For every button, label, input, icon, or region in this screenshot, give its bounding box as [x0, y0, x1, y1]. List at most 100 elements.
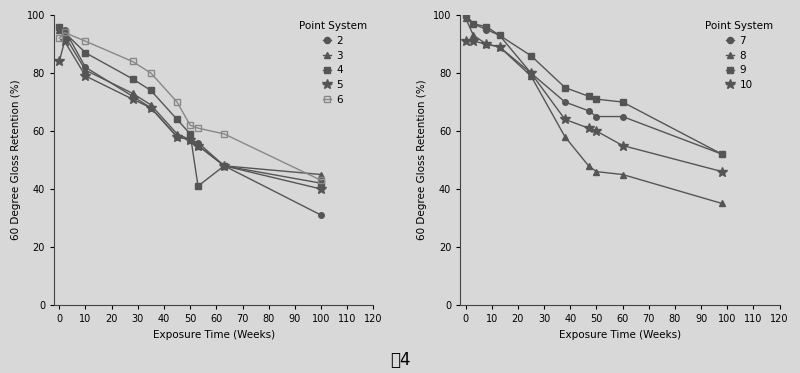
7 — [461, 13, 470, 18]
2 — [194, 140, 203, 145]
3 — [60, 33, 70, 38]
5 — [194, 143, 203, 148]
4 — [54, 25, 64, 29]
Y-axis label: 60 Degree Gloss Retention (%): 60 Degree Gloss Retention (%) — [11, 80, 21, 240]
4 — [81, 51, 90, 55]
Line: 6: 6 — [57, 30, 324, 183]
6 — [219, 132, 229, 136]
5 — [81, 74, 90, 78]
5 — [172, 135, 182, 139]
5 — [60, 39, 70, 43]
4 — [128, 76, 138, 81]
2 — [219, 164, 229, 168]
7 — [526, 71, 536, 75]
Line: 10: 10 — [461, 36, 727, 176]
3 — [194, 143, 203, 148]
6 — [186, 123, 195, 128]
8 — [526, 74, 536, 78]
8 — [469, 33, 478, 38]
Line: 4: 4 — [57, 24, 324, 189]
6 — [128, 59, 138, 64]
3 — [316, 172, 326, 177]
Line: 7: 7 — [462, 12, 725, 157]
10 — [718, 169, 727, 174]
9 — [494, 33, 504, 38]
3 — [219, 164, 229, 168]
3 — [54, 27, 64, 32]
8 — [584, 164, 594, 168]
2 — [316, 213, 326, 217]
4 — [219, 164, 229, 168]
7 — [618, 114, 627, 119]
8 — [618, 172, 627, 177]
6 — [54, 36, 64, 41]
5 — [219, 164, 229, 168]
9 — [618, 100, 627, 104]
X-axis label: Exposure Time (Weeks): Exposure Time (Weeks) — [153, 329, 274, 339]
5 — [128, 97, 138, 101]
4 — [194, 184, 203, 188]
10 — [592, 129, 602, 133]
9 — [592, 97, 602, 101]
5 — [54, 59, 64, 64]
10 — [461, 39, 470, 43]
10 — [526, 71, 536, 75]
7 — [482, 27, 491, 32]
2 — [81, 65, 90, 69]
10 — [494, 45, 504, 49]
7 — [494, 33, 504, 38]
9 — [469, 22, 478, 26]
Text: 图4: 图4 — [390, 351, 410, 369]
9 — [584, 94, 594, 98]
6 — [194, 126, 203, 131]
2 — [172, 135, 182, 139]
4 — [60, 30, 70, 35]
3 — [172, 132, 182, 136]
Line: 9: 9 — [462, 12, 725, 157]
2 — [186, 138, 195, 142]
4 — [186, 132, 195, 136]
7 — [469, 22, 478, 26]
10 — [584, 126, 594, 131]
9 — [526, 53, 536, 58]
3 — [186, 138, 195, 142]
3 — [128, 91, 138, 95]
Legend: 7, 8, 9, 10: 7, 8, 9, 10 — [701, 17, 778, 94]
10 — [618, 143, 627, 148]
6 — [316, 178, 326, 182]
9 — [482, 25, 491, 29]
10 — [469, 39, 478, 43]
6 — [172, 100, 182, 104]
6 — [146, 71, 156, 75]
2 — [54, 25, 64, 29]
10 — [560, 117, 570, 122]
8 — [494, 45, 504, 49]
4 — [146, 88, 156, 93]
10 — [482, 42, 491, 46]
7 — [560, 100, 570, 104]
5 — [146, 106, 156, 110]
8 — [718, 201, 727, 206]
7 — [592, 114, 602, 119]
8 — [560, 135, 570, 139]
7 — [584, 109, 594, 113]
Line: 8: 8 — [462, 15, 725, 206]
6 — [60, 30, 70, 35]
X-axis label: Exposure Time (Weeks): Exposure Time (Weeks) — [559, 329, 681, 339]
9 — [560, 85, 570, 90]
2 — [146, 106, 156, 110]
9 — [718, 152, 727, 156]
4 — [172, 117, 182, 122]
Y-axis label: 60 Degree Gloss Retention (%): 60 Degree Gloss Retention (%) — [418, 80, 427, 240]
Line: 2: 2 — [57, 24, 324, 218]
8 — [482, 42, 491, 46]
7 — [718, 152, 727, 156]
2 — [60, 27, 70, 32]
8 — [592, 169, 602, 174]
5 — [316, 187, 326, 191]
4 — [316, 181, 326, 185]
2 — [128, 94, 138, 98]
3 — [81, 68, 90, 72]
3 — [146, 103, 156, 107]
9 — [461, 13, 470, 18]
